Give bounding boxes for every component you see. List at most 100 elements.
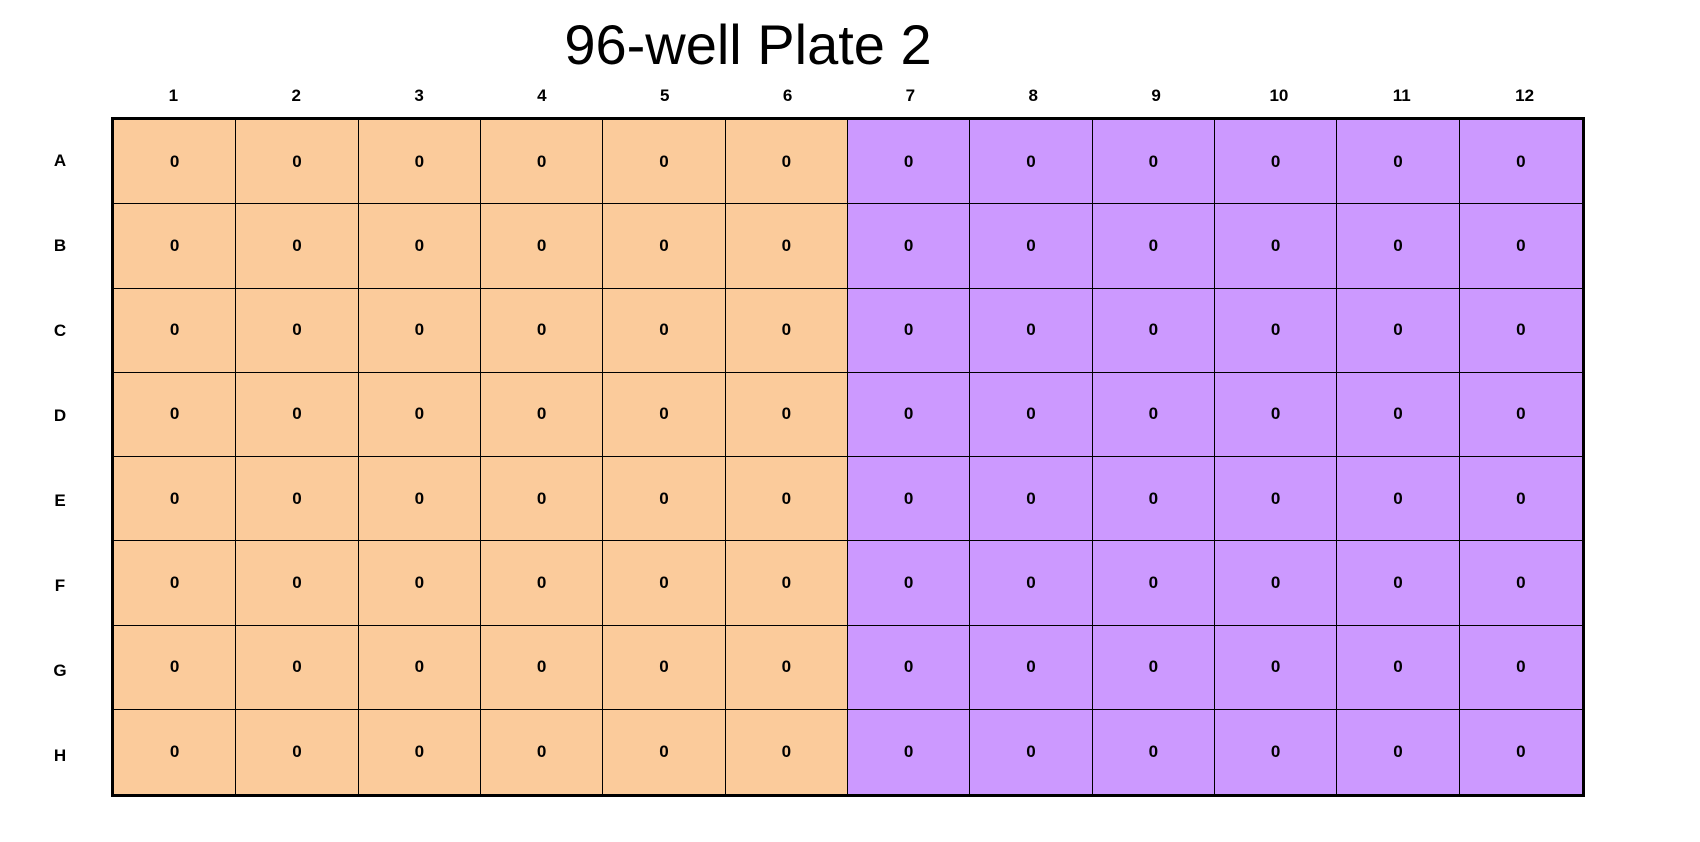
well-F1: 0: [114, 541, 237, 626]
well-E6: 0: [725, 457, 848, 542]
well-G12: 0: [1459, 625, 1582, 710]
well-H4: 0: [481, 709, 604, 794]
column-header: 8: [1028, 86, 1038, 105]
well-H6: 0: [725, 709, 848, 794]
well-C3: 0: [358, 288, 481, 373]
row-headers: A B C D E F G H: [40, 118, 80, 798]
well-C1: 0: [114, 288, 237, 373]
row-header: C: [53, 320, 67, 340]
well-A12: 0: [1459, 120, 1582, 205]
well-D11: 0: [1337, 372, 1460, 457]
well-H11: 0: [1337, 709, 1460, 794]
well-G4: 0: [481, 625, 604, 710]
well-G9: 0: [1092, 625, 1215, 710]
well-B7: 0: [848, 204, 971, 289]
row-header: H: [53, 745, 67, 765]
well-F2: 0: [236, 541, 359, 626]
well-D1: 0: [114, 372, 237, 457]
well-B6: 0: [725, 204, 848, 289]
row-header: A: [53, 150, 67, 170]
well-F10: 0: [1215, 541, 1338, 626]
well-E9: 0: [1092, 457, 1215, 542]
well-F9: 0: [1092, 541, 1215, 626]
well-H10: 0: [1215, 709, 1338, 794]
well-E10: 0: [1215, 457, 1338, 542]
plate-title: 96-well Plate 2: [564, 13, 932, 76]
well-A10: 0: [1215, 120, 1338, 205]
column-header: 1: [168, 86, 179, 105]
well-E2: 0: [236, 457, 359, 542]
well-A4: 0: [481, 120, 604, 205]
well-D4: 0: [481, 372, 604, 457]
well-H8: 0: [970, 709, 1093, 794]
column-header: 4: [537, 86, 547, 105]
well-F5: 0: [603, 541, 726, 626]
well-F11: 0: [1337, 541, 1460, 626]
column-headers: 1 2 3 4 5 6 7 8 9 10 11 12: [112, 86, 1586, 112]
row-header: B: [53, 235, 67, 255]
well-G11: 0: [1337, 625, 1460, 710]
well-D12: 0: [1459, 372, 1582, 457]
well-B12: 0: [1459, 204, 1582, 289]
well-B11: 0: [1337, 204, 1460, 289]
column-header: 11: [1392, 86, 1411, 105]
column-header: 10: [1269, 86, 1289, 105]
well-E11: 0: [1337, 457, 1460, 542]
well-D9: 0: [1092, 372, 1215, 457]
well-B2: 0: [236, 204, 359, 289]
row-header: G: [53, 660, 67, 680]
well-A5: 0: [603, 120, 726, 205]
well-D7: 0: [848, 372, 971, 457]
column-header: 12: [1515, 86, 1535, 105]
well-C2: 0: [236, 288, 359, 373]
well-C7: 0: [848, 288, 971, 373]
well-A8: 0: [970, 120, 1093, 205]
well-C5: 0: [603, 288, 726, 373]
well-G5: 0: [603, 625, 726, 710]
well-A11: 0: [1337, 120, 1460, 205]
well-H5: 0: [603, 709, 726, 794]
well-H12: 0: [1459, 709, 1582, 794]
well-D10: 0: [1215, 372, 1338, 457]
column-header: 6: [782, 86, 793, 105]
well-A7: 0: [848, 120, 971, 205]
well-H7: 0: [848, 709, 971, 794]
well-H1: 0: [114, 709, 237, 794]
row-header: E: [54, 490, 66, 510]
column-header: 7: [905, 86, 916, 105]
well-E1: 0: [114, 457, 237, 542]
well-C11: 0: [1337, 288, 1460, 373]
well-C4: 0: [481, 288, 604, 373]
well-E5: 0: [603, 457, 726, 542]
well-B5: 0: [603, 204, 726, 289]
well-E4: 0: [481, 457, 604, 542]
well-F8: 0: [970, 541, 1093, 626]
well-F12: 0: [1459, 541, 1582, 626]
well-H3: 0: [358, 709, 481, 794]
well-B3: 0: [358, 204, 481, 289]
well-E7: 0: [848, 457, 971, 542]
well-E12: 0: [1459, 457, 1582, 542]
well-C8: 0: [970, 288, 1093, 373]
well-B8: 0: [970, 204, 1093, 289]
well-H9: 0: [1092, 709, 1215, 794]
row-header: D: [53, 405, 67, 425]
column-header: 9: [1151, 86, 1161, 105]
well-A3: 0: [358, 120, 481, 205]
well-G7: 0: [848, 625, 971, 710]
well-B1: 0: [114, 204, 237, 289]
well-B10: 0: [1215, 204, 1338, 289]
well-D2: 0: [236, 372, 359, 457]
well-E3: 0: [358, 457, 481, 542]
column-header: 2: [291, 86, 301, 105]
well-A9: 0: [1092, 120, 1215, 205]
well-C12: 0: [1459, 288, 1582, 373]
well-D5: 0: [603, 372, 726, 457]
column-header: 3: [414, 86, 424, 105]
well-E8: 0: [970, 457, 1093, 542]
well-G6: 0: [725, 625, 848, 710]
well-B9: 0: [1092, 204, 1215, 289]
well-D8: 0: [970, 372, 1093, 457]
well-A2: 0: [236, 120, 359, 205]
